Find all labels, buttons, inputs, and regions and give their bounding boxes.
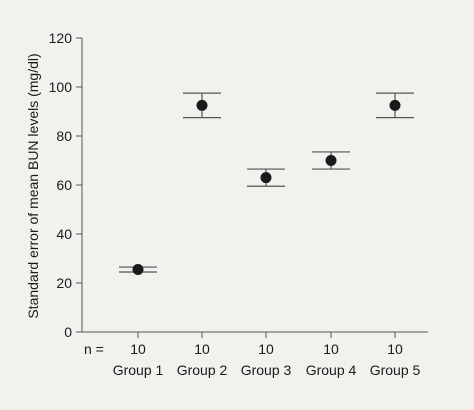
y-tick-label: 120 bbox=[49, 30, 73, 46]
y-tick-label: 20 bbox=[56, 275, 72, 291]
y-tick-label: 100 bbox=[49, 79, 73, 95]
chart-marks bbox=[119, 92, 414, 276]
x-tick-label: Group 1 bbox=[113, 362, 164, 378]
n-label: n = bbox=[84, 341, 104, 357]
n-value-label: 10 bbox=[194, 341, 210, 357]
y-tick-label: 0 bbox=[64, 324, 72, 340]
data-point bbox=[260, 172, 272, 184]
y-tick-label: 40 bbox=[56, 226, 72, 242]
x-tick-label: Group 3 bbox=[241, 362, 292, 378]
n-value-label: 10 bbox=[387, 341, 403, 357]
n-value-label: 10 bbox=[258, 341, 274, 357]
data-point bbox=[389, 99, 401, 111]
n-value-label: 10 bbox=[323, 341, 339, 357]
y-tick-label: 60 bbox=[56, 177, 72, 193]
data-point bbox=[132, 264, 144, 276]
x-tick-label: Group 4 bbox=[306, 362, 357, 378]
x-tick-label: Group 2 bbox=[177, 362, 228, 378]
data-point bbox=[325, 155, 337, 166]
y-tick-label: 80 bbox=[56, 128, 72, 144]
x-tick-label: Group 5 bbox=[370, 362, 421, 378]
axes: 0 20 40 60 80 100 120 n = 10 Group 1 10 Group 2 10 Gr… bbox=[49, 30, 428, 378]
y-axis-label: Standard error of mean BUN levels (mg/dl… bbox=[25, 53, 41, 318]
data-point bbox=[196, 99, 208, 111]
n-value-label: 10 bbox=[130, 341, 146, 357]
